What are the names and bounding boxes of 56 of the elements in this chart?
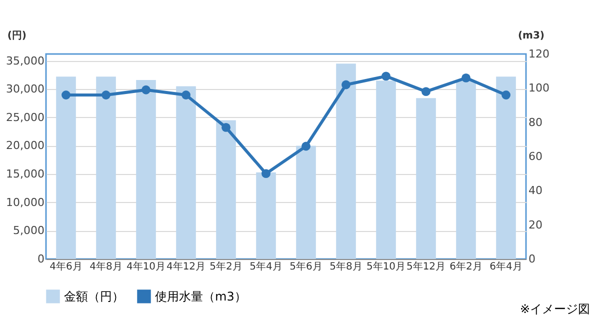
bar: [136, 80, 156, 259]
y2-tick-label: 60: [528, 150, 542, 163]
y-tick-label: 0: [38, 252, 44, 266]
legend-label: 使用水量（m3）: [155, 289, 246, 304]
point: [302, 142, 310, 151]
bar: [216, 120, 236, 259]
x-tick-label: 5年10月: [366, 260, 406, 272]
x-tick-label: 5年4月: [250, 260, 282, 272]
bar: [496, 76, 516, 259]
point: [62, 90, 70, 100]
point: [102, 90, 110, 100]
x-tick-label: 5年8月: [330, 260, 362, 272]
point: [182, 90, 190, 100]
legend-label: 金額（円）: [64, 289, 124, 304]
y2-tick-label: 20: [528, 218, 542, 232]
x-tick-label: 4年6月: [50, 260, 82, 272]
point: [222, 122, 230, 132]
y-tick-label: 30,000: [6, 82, 44, 96]
x-tick-label: 5年6月: [290, 260, 322, 272]
x-tick-label: 5年2月: [210, 260, 242, 272]
y2-tick-label: 0: [528, 252, 536, 266]
y2-tick-label: 120: [528, 48, 550, 60]
x-tick-label: 6年4月: [490, 260, 522, 272]
bar: [296, 146, 316, 259]
point: [382, 72, 390, 81]
x-tick-label: 6年2月: [450, 260, 482, 272]
y2-tick-label: 80: [528, 116, 542, 129]
y-tick-label: 35,000: [6, 54, 44, 68]
y-tick-label: 10,000: [6, 196, 44, 209]
y-tick-label: 15,000: [6, 168, 44, 181]
point: [262, 169, 270, 178]
x-tick-label: 5年12月: [406, 260, 446, 272]
bar: [56, 76, 76, 259]
y-tick-label: 5,000: [13, 224, 44, 238]
text: ※イメージ図: [520, 301, 590, 318]
point: [342, 80, 350, 90]
point: [462, 73, 470, 82]
y2-tick-label: 100: [528, 82, 550, 95]
y2-tick-label: 40: [528, 184, 542, 198]
bar: [176, 86, 196, 259]
point: [502, 90, 510, 100]
y-tick-label: 20,000: [6, 139, 44, 152]
bar: [96, 76, 116, 259]
x-tick-label: 4年12月: [166, 260, 206, 272]
point: [142, 85, 150, 94]
y2-axis-title: (m3): [518, 30, 544, 42]
bar: [336, 64, 356, 259]
point: [422, 87, 430, 96]
y-tick-label: 25,000: [6, 110, 44, 124]
bar: [256, 172, 276, 259]
x-tick-label: 4年8月: [90, 260, 122, 272]
bar: [456, 80, 476, 259]
x-tick-label: 4年10月: [126, 260, 166, 272]
bar: [416, 98, 436, 259]
y-axis-title: (円): [7, 30, 26, 42]
bar: [376, 80, 396, 259]
